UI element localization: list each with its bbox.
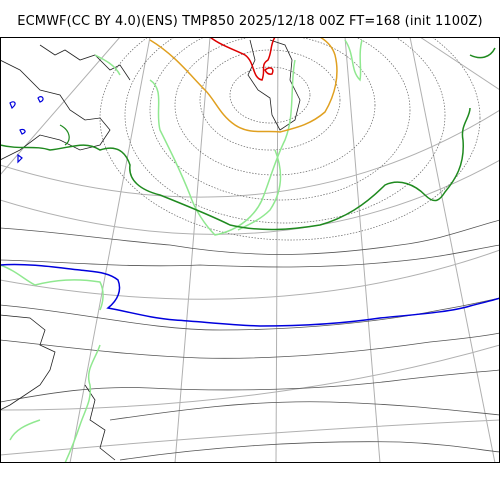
spread-contours xyxy=(0,39,363,463)
meridian-line xyxy=(419,37,500,91)
coastline-southwest xyxy=(84,384,116,461)
temperature-contours-thin xyxy=(0,219,500,461)
height-contours xyxy=(99,37,481,241)
map-frame xyxy=(0,37,500,463)
coastline-canada xyxy=(0,59,111,161)
coastline-west xyxy=(0,314,56,411)
map-title: ECMWF(CC BY 4.0)(ENS) TMP850 2025/12/18 … xyxy=(17,14,483,29)
parallel-line xyxy=(0,249,500,300)
coastline-greenland xyxy=(247,39,301,131)
isotherm-minus12 xyxy=(469,47,496,59)
graticule xyxy=(0,37,500,463)
isotherm-minus24 xyxy=(149,37,338,133)
forecast-map xyxy=(0,37,500,463)
isotherm-0 xyxy=(0,263,500,327)
parallel-line xyxy=(0,109,500,198)
meridian-line xyxy=(69,37,151,463)
meridian-line xyxy=(275,37,279,463)
meridian-line xyxy=(174,37,211,463)
isotherm-minus36 xyxy=(209,37,276,81)
isotherm-minus12 xyxy=(59,124,70,146)
parallel-line xyxy=(0,419,500,456)
isotherm-0-blobs xyxy=(9,96,44,164)
isotherm-minus36 xyxy=(264,67,274,75)
isotherm-minus12 xyxy=(0,107,471,231)
meridian-line xyxy=(409,37,496,463)
coastline xyxy=(0,39,301,461)
parallel-line xyxy=(0,344,500,411)
parallel-line xyxy=(0,159,500,235)
coastline-islands xyxy=(39,44,131,81)
